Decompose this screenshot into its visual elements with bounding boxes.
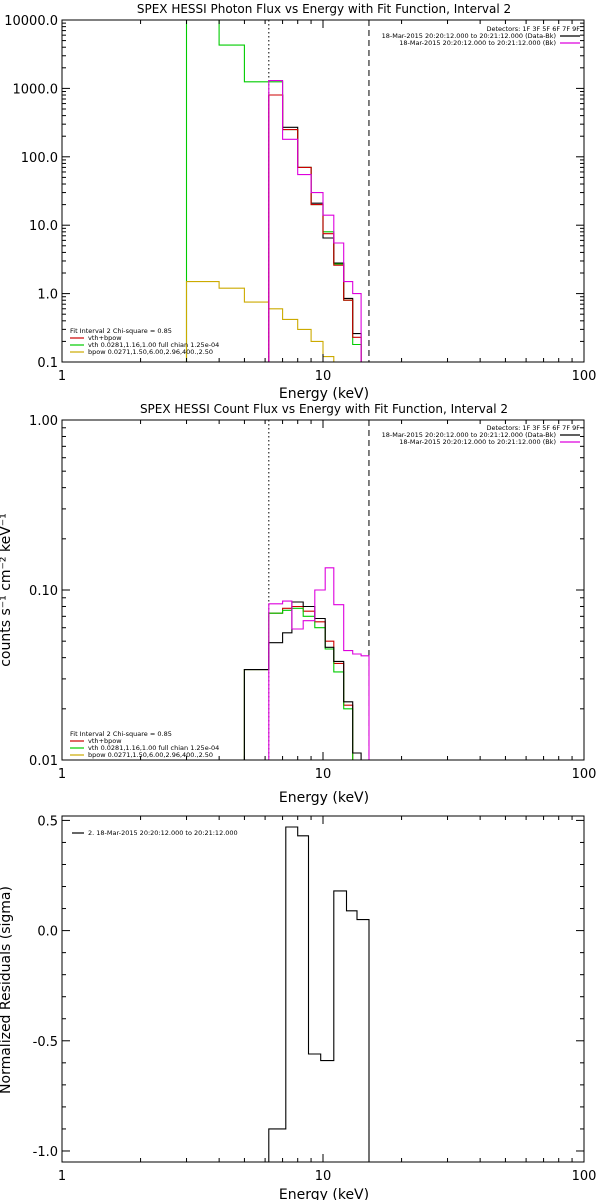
photon-flux-y-tick-label: 0.1: [37, 356, 58, 371]
residuals-x-tick-label: 100: [572, 1169, 597, 1184]
residuals-y-axis-label: Normalized Residuals (sigma): [0, 886, 14, 1094]
photon-flux-x-axis-label: Energy (keV): [279, 386, 369, 402]
residuals-y-tick-label: -1.0: [33, 1145, 58, 1160]
photon-flux-y-tick-label: 100.0: [21, 151, 58, 166]
count-flux-y-tick-label: 0.10: [29, 584, 58, 599]
count-flux-fit-legend-title: Fit Interval 2 Chi-square = 0.85: [70, 730, 172, 738]
residuals-panel: 1 10 100 -1.0 -0.5 0.0 0.5 Energy (keV) Normal…: [0, 814, 596, 1200]
photon-flux-legend-data: 18-Mar-2015 20:20:12.000 to 20:21:12.000…: [382, 32, 556, 40]
count-flux-x-axis-label: Energy (keV): [279, 790, 369, 806]
photon-flux-y-tick-label: 10000.0: [4, 14, 58, 29]
photon-flux-background-series: [268, 80, 369, 362]
photon-flux-x-tick-label: 100: [572, 369, 597, 384]
count-flux-vth-series: [243, 607, 369, 760]
count-flux-fit-legend-vth: vth 0.0281,1.16,1.00 full chian 1.25e-04: [88, 744, 219, 752]
residuals-x-tick-label: 10: [315, 1169, 332, 1184]
photon-flux-y-tick-label: 1.0: [37, 288, 58, 303]
residuals-y-tick-label: 0.5: [37, 814, 58, 829]
count-flux-background-series: [268, 567, 370, 760]
photon-flux-y-tick-label: 1000.0: [13, 82, 59, 97]
count-flux-fit-legend-total: vth+bpow: [88, 737, 122, 745]
photon-flux-top-legend: Detectors: 1F 3F 5F 6F 7F 9F 18-Mar-2015…: [382, 25, 581, 47]
residuals-legend: 2. 18-Mar-2015 20:20:12.000 to 20:21:12.…: [72, 829, 238, 837]
photon-flux-legend-bk: 18-Mar-2015 20:20:12.000 to 20:21:12.000…: [399, 39, 556, 47]
photon-flux-bpow-series: [185, 281, 369, 362]
count-flux-fit-legend-bpow: bpow 0.0271,1.50,6.00,2.96,400.,2.50: [88, 751, 213, 759]
photon-flux-title: SPEX HESSI Photon Flux vs Energy with Fi…: [137, 2, 511, 16]
count-flux-legend-bk: 18-Mar-2015 20:20:12.000 to 20:21:12.000…: [399, 438, 556, 446]
photon-flux-fit-legend-bpow: bpow 0.0271,1.50,6.00,2.96,400.,2.50: [88, 348, 213, 356]
residuals-x-tick-label: 1: [58, 1169, 66, 1184]
photon-flux-x-tick-label: 10: [315, 369, 332, 384]
count-flux-legend-data: 18-Mar-2015 20:20:12.000 to 20:21:12.000…: [382, 431, 556, 439]
count-flux-panel: SPEX HESSI Count Flux vs Energy with Fit…: [0, 402, 596, 806]
residuals-observed-series: [268, 826, 370, 1162]
residuals-y-tick-label: -0.5: [33, 1035, 58, 1050]
photon-flux-legend-detectors: Detectors: 1F 3F 5F 6F 7F 9F: [486, 25, 580, 33]
count-flux-y-tick-label: 1.00: [29, 414, 58, 429]
photon-flux-panel: SPEX HESSI Photon Flux vs Energy with Fi…: [4, 2, 596, 402]
count-flux-x-tick-label: 100: [572, 767, 597, 782]
residuals-y-tick-label: 0.0: [37, 925, 58, 940]
photon-flux-fit-legend: Fit Interval 2 Chi-square = 0.85 vth+bpo…: [70, 327, 219, 356]
count-flux-title: SPEX HESSI Count Flux vs Energy with Fit…: [140, 402, 508, 416]
count-flux-legend-detectors: Detectors: 1F 3F 5F 6F 7F 9F: [486, 424, 580, 432]
count-flux-top-legend: Detectors: 1F 3F 5F 6F 7F 9F 18-Mar-2015…: [382, 424, 581, 446]
photon-flux-x-tick-label: 1: [58, 369, 66, 384]
photon-flux-y-tick-label: 10.0: [29, 219, 58, 234]
count-flux-y-tick-label: 0.01: [29, 754, 58, 769]
photon-flux-fit-legend-title: Fit Interval 2 Chi-square = 0.85: [70, 327, 172, 335]
residuals-x-axis-label: Energy (keV): [279, 1187, 369, 1200]
count-flux-x-tick-label: 10: [315, 767, 332, 782]
residuals-legend-label: 2. 18-Mar-2015 20:20:12.000 to 20:21:12.…: [88, 829, 238, 837]
count-flux-y-axis-label: counts s⁻¹ cm⁻² keV⁻¹: [0, 513, 14, 667]
count-flux-fit-legend: Fit Interval 2 Chi-square = 0.85 vth+bpo…: [70, 730, 219, 759]
photon-flux-fit-legend-vth: vth 0.0281,1.16,1.00 full chian 1.25e-04: [88, 341, 219, 349]
photon-flux-fit-legend-total: vth+bpow: [88, 334, 122, 342]
count-flux-x-tick-label: 1: [58, 767, 66, 782]
